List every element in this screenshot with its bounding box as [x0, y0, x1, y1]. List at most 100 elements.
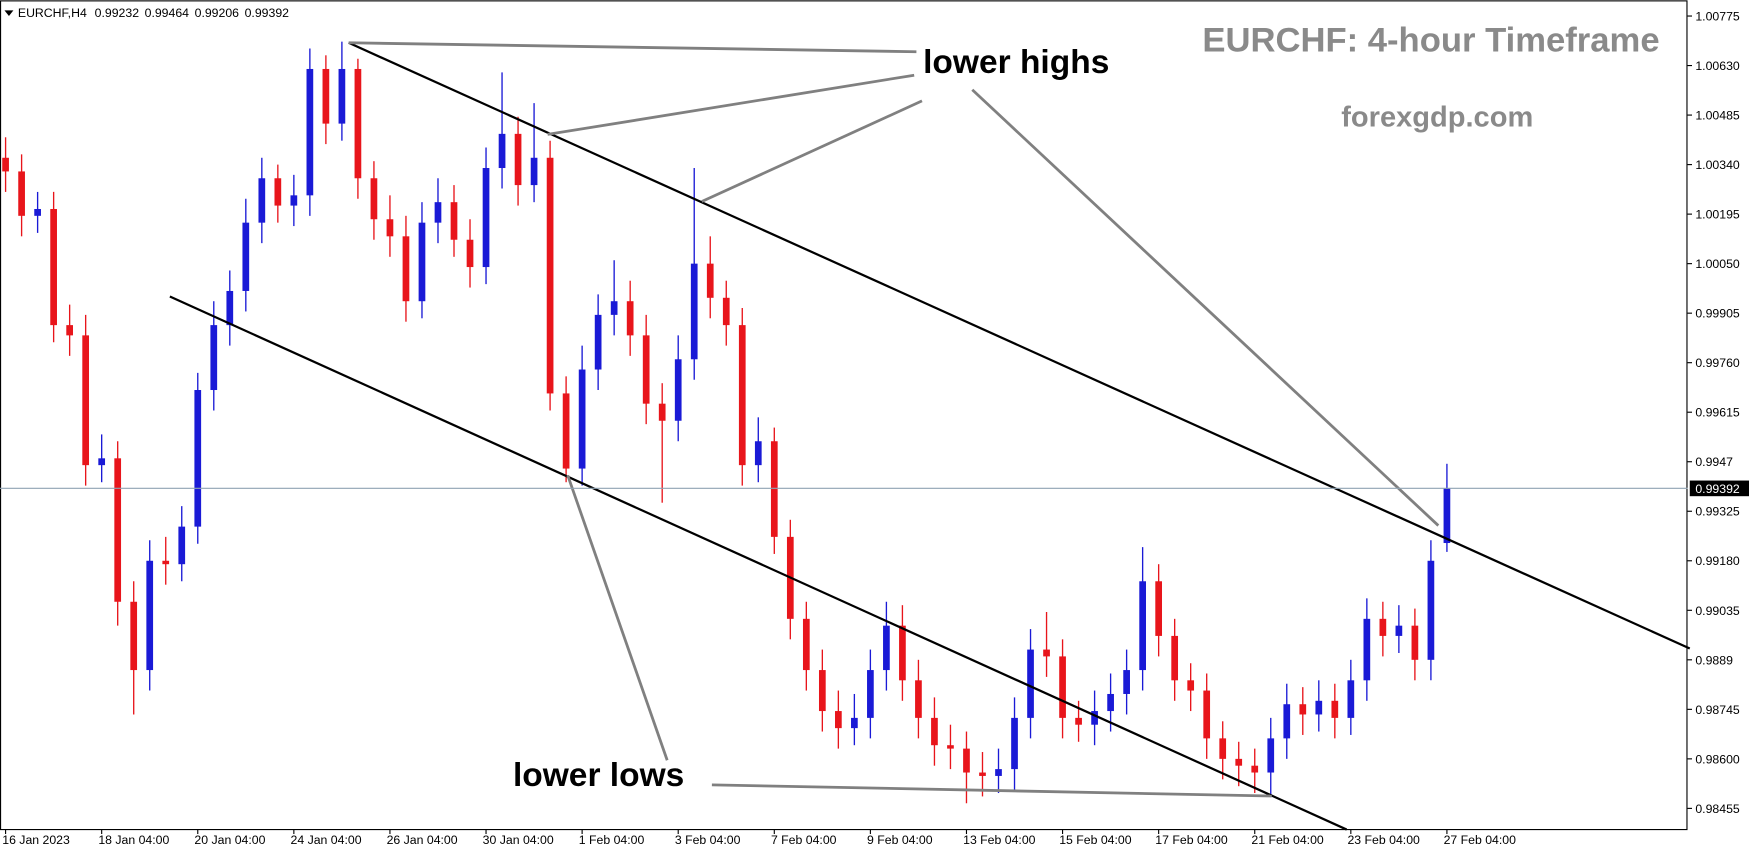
x-tick-label: 7 Feb 04:00	[771, 833, 837, 847]
candle-body	[1235, 758, 1243, 766]
candle-body	[18, 171, 25, 216]
candle-body	[194, 390, 202, 527]
candle-body	[674, 359, 682, 421]
candle-body	[338, 68, 346, 124]
candle-body	[1315, 700, 1323, 715]
y-tick-label: 1.00775	[1695, 10, 1740, 24]
candle-body	[466, 239, 474, 268]
candle-body	[899, 625, 906, 681]
candles	[2, 41, 1451, 804]
y-tick-label: 1.00195	[1695, 208, 1740, 222]
candle-body	[594, 314, 602, 370]
candle-body	[418, 222, 426, 302]
candle-body	[1267, 738, 1275, 773]
x-tick-label: 1 Feb 04:00	[579, 833, 645, 847]
candle-body	[1203, 690, 1211, 739]
candle-body	[530, 157, 538, 186]
candle-body	[995, 769, 1002, 776]
annotation: lower highs	[923, 44, 1109, 81]
candle-body	[2, 157, 9, 172]
y-tick-label: 0.9889	[1695, 653, 1733, 667]
y-tick-label: 0.98455	[1695, 802, 1740, 816]
candle-body	[258, 178, 266, 223]
last-price-tag	[1689, 480, 1749, 497]
candle-body	[578, 369, 586, 469]
candle-body	[1139, 581, 1146, 671]
pointer	[348, 41, 917, 54]
candle-body	[290, 195, 298, 206]
annotation: lower lows	[513, 757, 684, 794]
candle-body	[66, 325, 73, 336]
candle-body	[498, 133, 506, 169]
candle-body	[722, 297, 730, 326]
candle-body	[915, 680, 922, 718]
symbol-icon	[4, 10, 14, 16]
candle-body	[482, 168, 490, 268]
x-tick-label: 3 Feb 04:00	[675, 833, 741, 847]
pointer	[971, 88, 1440, 527]
y-tick-label: 1.00630	[1695, 59, 1740, 73]
candle-body	[818, 670, 826, 712]
pointer	[701, 99, 923, 203]
x-tick-label: 26 Jan 04:00	[387, 833, 458, 847]
candle-body	[1379, 618, 1387, 636]
header-low: 0.99206	[195, 6, 240, 20]
candle-body	[1299, 704, 1307, 715]
x-tick-label: 17 Feb 04:00	[1155, 833, 1228, 847]
x-tick-label: 15 Feb 04:00	[1059, 833, 1132, 847]
candle-body	[130, 601, 138, 671]
candle-body	[1075, 717, 1082, 725]
header-open: 0.99232	[95, 6, 140, 20]
candle-body	[931, 717, 938, 746]
candle-body	[851, 717, 858, 729]
y-tick-label: 0.9947	[1695, 455, 1733, 469]
y-tick-label: 0.99615	[1695, 406, 1740, 420]
chart-subtitle: forexgdp.com	[1341, 102, 1533, 134]
last-price-label: 0.99392	[1695, 482, 1740, 496]
candle-body	[1187, 680, 1195, 691]
candle-body	[979, 772, 986, 776]
chart-title: EURCHF: 4-hour Timeframe	[1202, 22, 1659, 60]
candle-body	[50, 208, 57, 326]
candle-body	[738, 325, 746, 466]
candle-body	[210, 325, 218, 391]
candle-body	[947, 745, 954, 749]
pointer	[547, 73, 915, 136]
x-tick-label: 18 Jan 04:00	[98, 833, 169, 847]
candle-body	[835, 711, 842, 729]
candle-body	[867, 670, 874, 718]
y-tick-label: 0.99180	[1695, 554, 1740, 568]
pointers	[348, 41, 1440, 798]
candle-body	[146, 560, 154, 671]
y-tick-label: 0.99905	[1695, 307, 1740, 321]
candle-body	[963, 748, 970, 773]
pointer	[711, 783, 1272, 798]
candle-body	[1443, 488, 1451, 544]
plot-frame	[0, 0, 1688, 831]
candle-body	[546, 157, 554, 394]
candle-body	[1347, 680, 1355, 718]
candle-body	[434, 202, 442, 223]
candle-body	[114, 458, 122, 602]
candle-body	[1363, 618, 1371, 681]
y-tick-label: 0.98745	[1695, 703, 1740, 717]
candle-body	[626, 301, 634, 336]
candle-body	[514, 133, 522, 186]
candle-body	[1091, 711, 1098, 725]
x-tick-label: 27 Feb 04:00	[1444, 833, 1517, 847]
candle-body	[562, 393, 570, 469]
candle-body	[690, 263, 698, 360]
candle-body	[98, 458, 106, 466]
candle-body	[1107, 693, 1114, 712]
x-tick-label: 13 Feb 04:00	[963, 833, 1036, 847]
candle-body	[642, 335, 650, 404]
candle-body	[1011, 717, 1018, 770]
x-tick-label: 9 Feb 04:00	[867, 833, 933, 847]
candle-body	[883, 625, 890, 671]
header-high: 0.99464	[145, 6, 190, 20]
candle-body	[658, 403, 666, 421]
candle-body	[610, 301, 618, 315]
candle-body	[370, 178, 378, 220]
